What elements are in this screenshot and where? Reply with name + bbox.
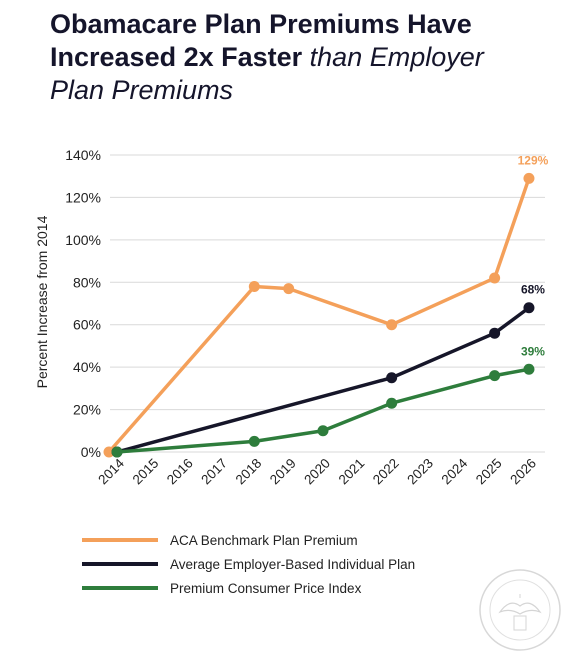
data-point-cpi-2018 xyxy=(248,435,260,447)
x-tick-label-2016: 2016 xyxy=(164,456,196,488)
x-tick-label-2017: 2017 xyxy=(198,456,230,488)
legend-item-cpi: Premium Consumer Price Index xyxy=(82,576,502,600)
title-line2-bold: Increased 2x Faster xyxy=(50,42,303,72)
series-line-cpi xyxy=(115,367,531,454)
end-label-cpi: 39% xyxy=(521,344,545,358)
legend-label-aca: ACA Benchmark Plan Premium xyxy=(170,532,358,548)
x-tick-label-2020: 2020 xyxy=(301,456,333,488)
title-line2-italic: than Employer xyxy=(302,42,484,72)
x-tick-label-2023: 2023 xyxy=(404,456,436,488)
legend: ACA Benchmark Plan Premium Average Emplo… xyxy=(82,528,502,600)
data-point-employer-2026 xyxy=(523,302,535,314)
y-tick-label-80: 80% xyxy=(73,274,101,290)
data-point-cpi-2026 xyxy=(523,363,535,375)
legend-item-employer: Average Employer-Based Individual Plan xyxy=(82,552,502,576)
legend-swatch-cpi xyxy=(82,586,158,590)
legend-label-employer: Average Employer-Based Individual Plan xyxy=(170,556,416,572)
x-axis: 2014 2015 2016 2017 2018 2019 2020 2021 2022 2023… xyxy=(95,455,539,487)
series-line-aca xyxy=(107,176,531,454)
legend-label-cpi: Premium Consumer Price Index xyxy=(170,580,362,596)
y-tick-label-20: 20% xyxy=(73,402,101,418)
data-point-aca-2018 xyxy=(248,281,260,293)
data-point-cpi-2022 xyxy=(386,397,398,409)
congressional-seal-watermark-icon xyxy=(479,569,561,651)
y-tick-label-120: 120% xyxy=(65,189,101,205)
data-point-cpi-2020 xyxy=(317,425,329,437)
x-tick-label-2021: 2021 xyxy=(336,456,368,488)
data-point-employer-2022 xyxy=(386,372,398,384)
y-axis: 0% 20% 40% 60% 80% 100% 120% 140% xyxy=(65,147,101,460)
line-chart: 0%20%40%60%80%100%120%140% 2014 2015 2016 2… xyxy=(34,147,549,487)
data-point-cpi-2014 xyxy=(111,446,123,458)
y-tick-label-100: 100% xyxy=(65,232,101,248)
legend-swatch-aca xyxy=(82,538,158,542)
x-tick-label-2026: 2026 xyxy=(507,456,539,488)
x-tick-label-2025: 2025 xyxy=(473,456,505,488)
end-label-aca: 129% xyxy=(518,153,549,167)
data-point-aca-2019 xyxy=(283,283,295,295)
x-tick-label-2014: 2014 xyxy=(95,455,127,487)
data-point-aca-2014 xyxy=(103,446,115,458)
data-point-cpi-2025 xyxy=(489,370,501,382)
title-line1: Obamacare Plan Premiums Have xyxy=(50,9,472,39)
grid-lines xyxy=(110,154,545,453)
legend-swatch-employer xyxy=(82,562,158,566)
data-point-aca-2026 xyxy=(523,172,535,184)
y-tick-label-60: 60% xyxy=(73,317,101,333)
y-tick-label-0: 0% xyxy=(81,444,101,460)
legend-item-aca: ACA Benchmark Plan Premium xyxy=(82,528,502,552)
data-point-aca-2022 xyxy=(386,319,398,331)
series-lines: 129% 68% 39% xyxy=(103,153,549,458)
x-tick-label-2015: 2015 xyxy=(130,456,162,488)
y-tick-label-40: 40% xyxy=(73,359,101,375)
x-tick-label-2019: 2019 xyxy=(267,456,299,488)
title-line3-italic: Plan Premiums xyxy=(50,75,234,105)
chart-title: Obamacare Plan Premiums Have Increased 2… xyxy=(50,8,560,107)
y-tick-label-140: 140% xyxy=(65,147,101,163)
x-tick-label-2024: 2024 xyxy=(439,455,471,487)
end-label-employer: 68% xyxy=(521,283,545,297)
x-tick-label-2018: 2018 xyxy=(233,456,265,488)
x-tick-label-2022: 2022 xyxy=(370,456,402,488)
data-point-employer-2025 xyxy=(489,327,501,339)
data-point-aca-2025 xyxy=(489,272,501,284)
series-line-employer xyxy=(115,305,531,454)
y-axis-label: Percent Increase from 2014 xyxy=(34,215,50,388)
